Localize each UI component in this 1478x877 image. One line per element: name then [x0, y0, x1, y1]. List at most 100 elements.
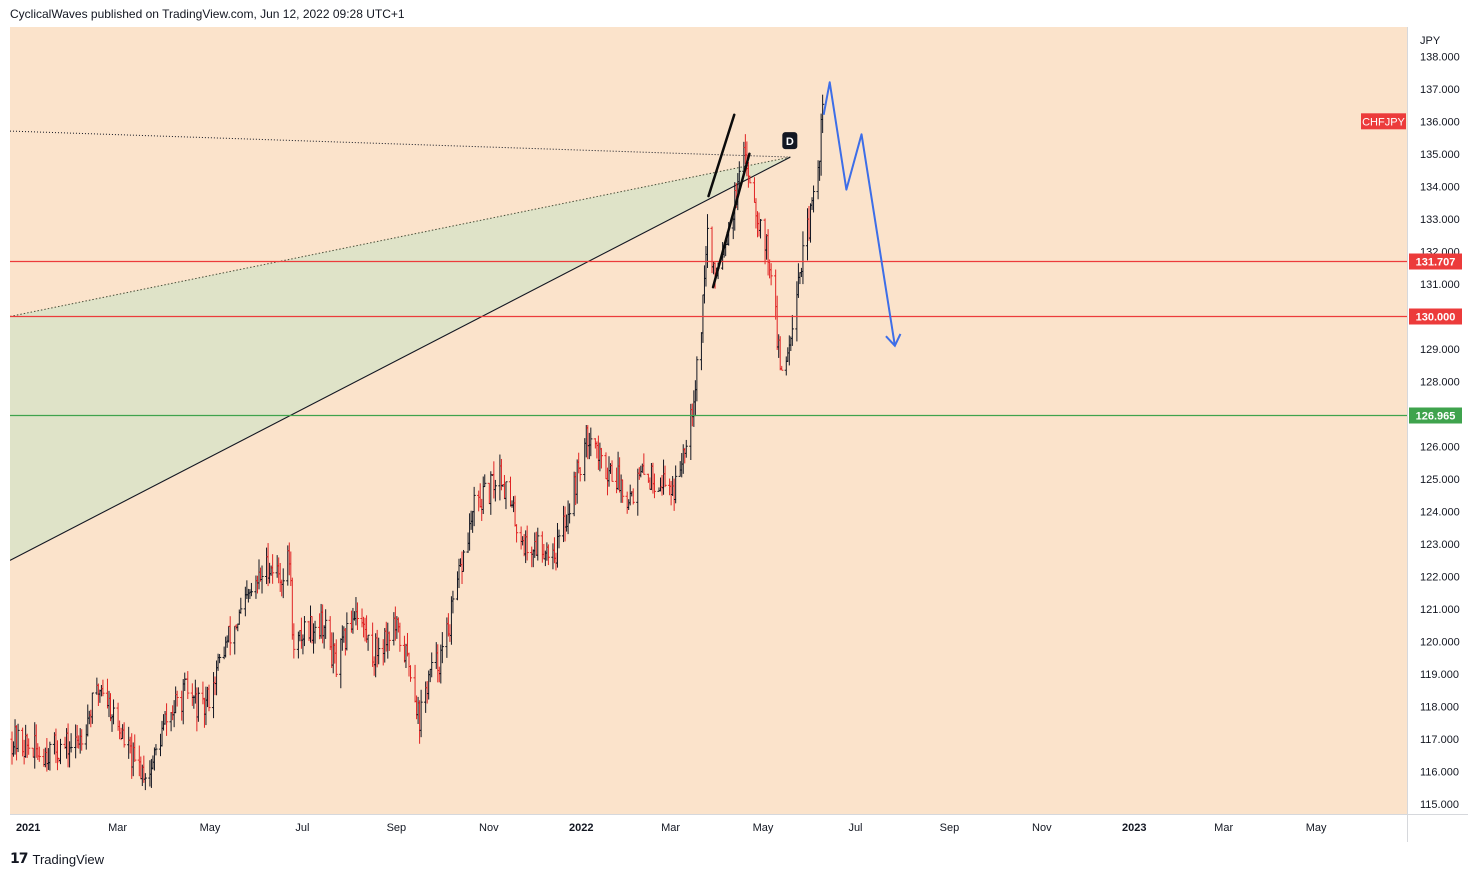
ohlc-bar [674, 465, 678, 504]
ohlc-bar [186, 671, 190, 699]
ohlc-bar [652, 473, 657, 499]
ohlc-bar [705, 214, 710, 268]
price-tick-label: 117.000 [1420, 734, 1459, 746]
ohlc-bar [790, 315, 794, 346]
channel-line [711, 152, 751, 289]
tradingview-logo-icon: 17 [10, 851, 29, 867]
ohlc-bar [451, 590, 455, 614]
ohlc-bar [111, 699, 116, 725]
level-tag-label: 126.965 [1416, 411, 1456, 423]
ohlc-bar [90, 692, 94, 724]
ohlc-bar [758, 219, 763, 239]
price-axis[interactable]: 115.000 116.000 117.000 118.000 119.000 120.0… [1420, 51, 1460, 811]
ohlc-bar [154, 744, 158, 756]
price-tick-label: 115.000 [1420, 799, 1459, 811]
price-tick-label: 135.000 [1420, 149, 1460, 161]
time-tick-label: Mar [1214, 822, 1233, 834]
drawings-layer: D [707, 81, 902, 348]
ohlc-bar [483, 474, 487, 488]
ohlc-bar [440, 632, 444, 664]
ohlc-bar [27, 738, 31, 755]
ohlc-bar [398, 622, 402, 652]
ohlc-bar [430, 652, 434, 678]
time-tick-label: May [200, 822, 221, 834]
ohlc-bar [536, 527, 540, 561]
footer: 17 TradingView [10, 850, 104, 868]
price-tick-label: 138.000 [1420, 51, 1460, 63]
publish-info: CyclicalWaves published on TradingView.c… [10, 7, 405, 21]
ohlc-bar [217, 654, 222, 664]
ohlc-bar [748, 175, 752, 184]
ohlc-bar [419, 689, 423, 738]
ohlc-bar [207, 684, 211, 712]
chart-frame[interactable]: D JPY 115.000 116.000 117.000 118.000 119.00… [9, 27, 1468, 842]
price-chart[interactable]: D JPY 115.000 116.000 117.000 118.000 119.00… [9, 27, 1468, 842]
ohlc-bar [48, 741, 52, 771]
price-tick-label: 137.000 [1420, 84, 1460, 96]
ohlc-bar [143, 773, 147, 791]
ohlc-bar [780, 365, 784, 371]
currency-label: JPY [1420, 35, 1441, 47]
price-tick-label: 122.000 [1420, 572, 1460, 584]
level-tag-label: 131.707 [1416, 257, 1456, 269]
ohlc-bar [69, 733, 73, 753]
ohlc-bar [546, 544, 550, 566]
time-tick-label: Jul [295, 822, 309, 834]
ohlc-bar [58, 738, 63, 765]
ohlc-bar [355, 602, 360, 630]
time-tick-label: Jul [848, 822, 862, 834]
ohlc-bar [387, 631, 391, 651]
ohlc-bar [631, 488, 635, 505]
ohlc-bar [80, 729, 84, 751]
ohlc-bar [37, 746, 41, 762]
ohlc-bar [472, 486, 476, 527]
price-tick-label: 129.000 [1420, 344, 1460, 356]
level-tag [1409, 253, 1462, 270]
time-tick-label: Mar [108, 822, 127, 834]
ohlc-bar [461, 549, 466, 572]
ohlc-bar [302, 616, 307, 647]
horizontal-levels[interactable] [10, 260, 1407, 417]
ohlc-bar [345, 612, 349, 651]
ohlc-bar [663, 465, 667, 488]
time-tick-label: Nov [1032, 822, 1052, 834]
ohlc-bar [101, 679, 105, 697]
price-tick-label: 121.000 [1420, 604, 1460, 616]
pattern-label-box [782, 132, 798, 150]
ohlc-bar [599, 447, 604, 469]
ohlc-bar [334, 639, 338, 678]
price-tick-label: 134.000 [1420, 181, 1460, 193]
time-axis[interactable]: 2021 Mar May Jul Sep Nov 2022 Mar May Jul Sep Nov 20… [16, 822, 1327, 834]
time-tick-label: Nov [479, 822, 499, 834]
wedge-layer [9, 130, 791, 561]
ohlc-bar [196, 687, 200, 722]
price-bars [10, 94, 825, 791]
ohlc-bar [621, 479, 625, 503]
time-tick-label: 2021 [16, 822, 40, 834]
ohlc-bar [801, 231, 805, 285]
ohlc-bar [281, 568, 285, 599]
level-tag-label: 130.000 [1416, 312, 1456, 324]
level-tag [1409, 407, 1462, 424]
price-tick-label: 136.000 [1420, 116, 1460, 128]
price-tick-label: 120.000 [1420, 637, 1460, 649]
ohlc-bar [16, 723, 20, 753]
symbol-tag-label: CHFJPY [1362, 116, 1405, 128]
channel-line [707, 113, 736, 198]
projection-arrowhead [885, 333, 902, 348]
wedge-lower-line [9, 156, 791, 561]
price-tick-label: 133.000 [1420, 214, 1460, 226]
symbol-tag [1361, 113, 1406, 130]
ohlc-bar [228, 616, 232, 656]
ohlc-bar [249, 582, 254, 597]
time-tick-label: Sep [940, 822, 960, 834]
level-tag [1409, 308, 1462, 325]
ohlc-bar [504, 481, 508, 510]
brand-name: TradingView [32, 851, 105, 867]
price-tick-label: 128.000 [1420, 376, 1460, 388]
ohlc-bar [271, 554, 275, 584]
price-tick-label: 125.000 [1420, 474, 1460, 486]
ohlc-bar [175, 690, 179, 707]
time-tick-label: 2023 [1122, 822, 1146, 834]
ohlc-bar [292, 623, 296, 659]
